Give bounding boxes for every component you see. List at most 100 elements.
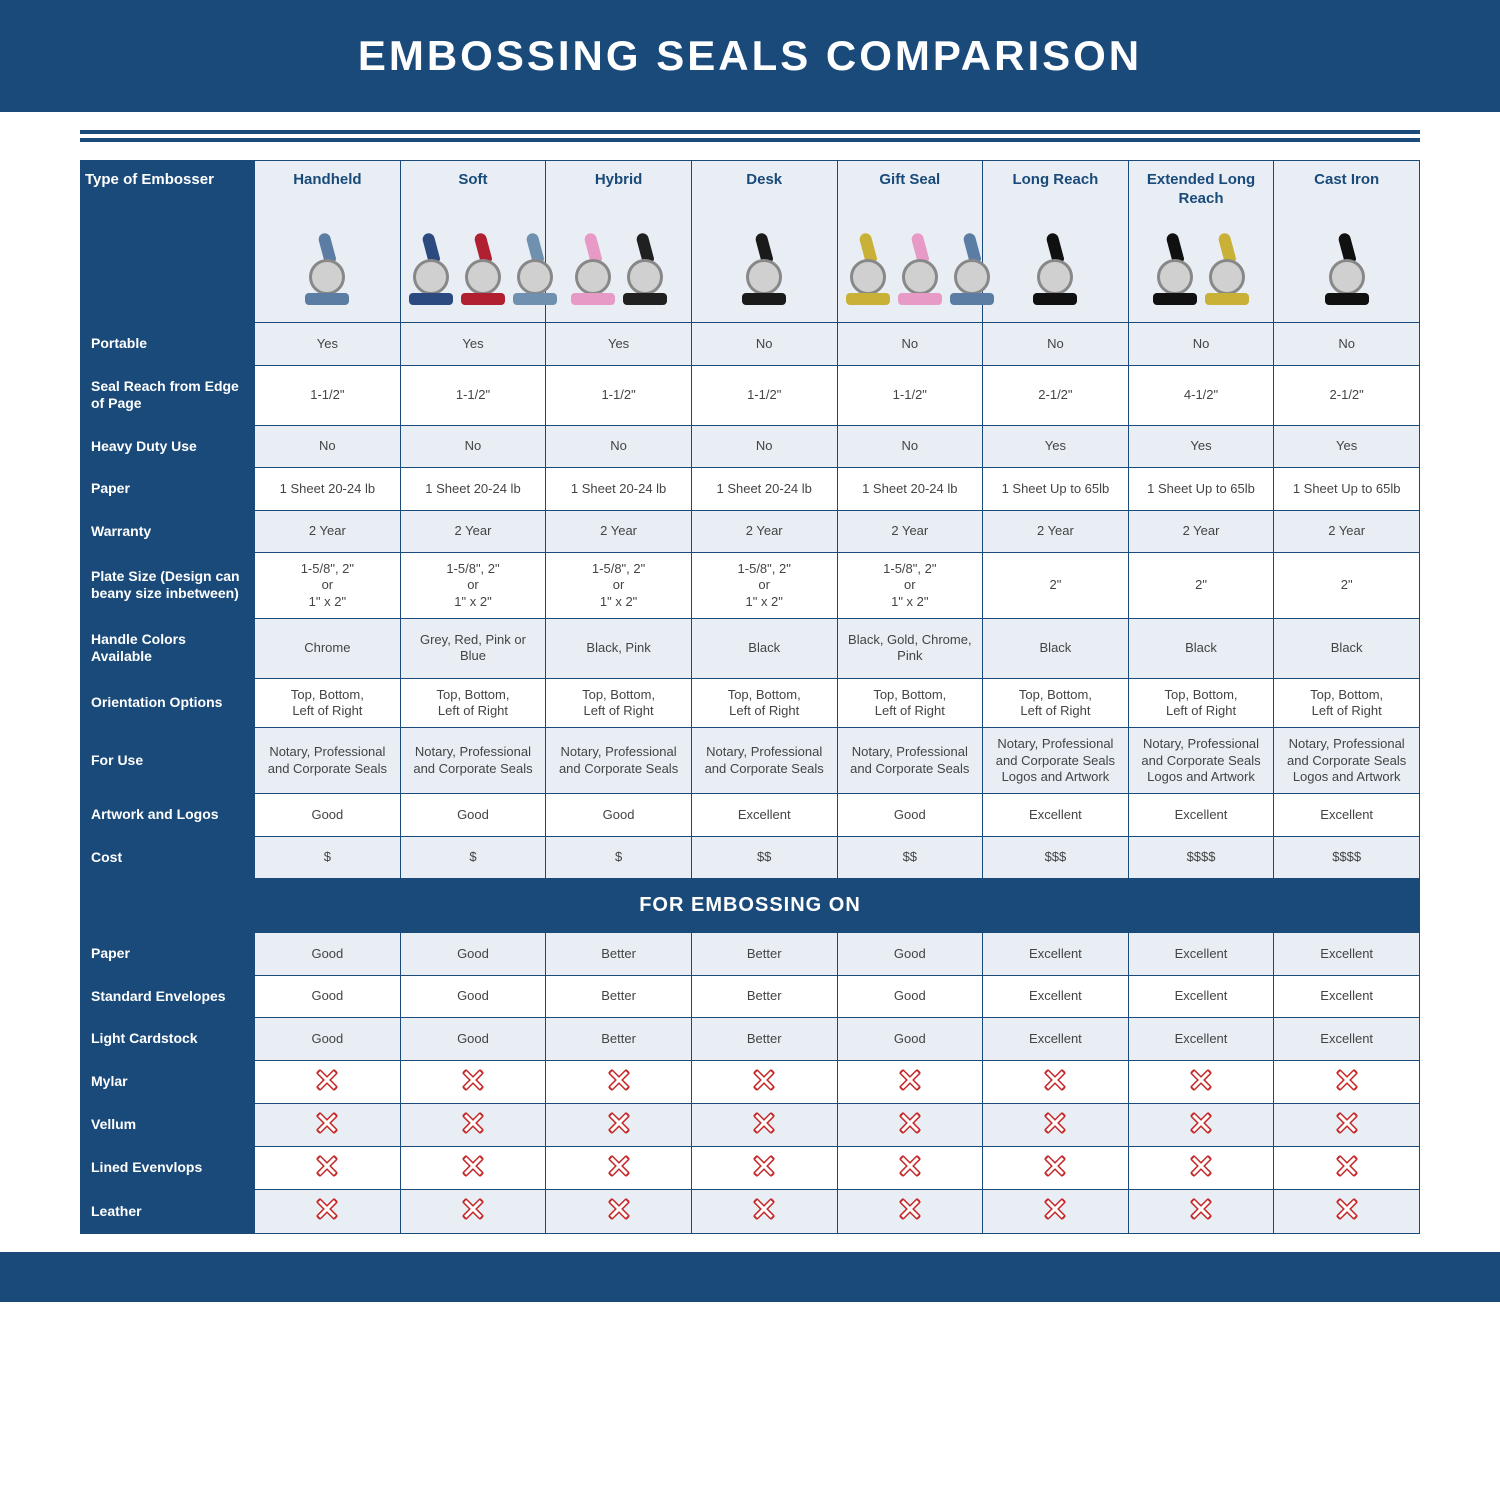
row-label: For Use (81, 728, 255, 794)
cell: Good (400, 933, 546, 976)
not-recommended-icon (1190, 1198, 1212, 1220)
not-recommended-icon (608, 1112, 630, 1134)
cell: 1-5/8", 2" or 1" x 2" (546, 553, 692, 619)
cell: Black (1128, 618, 1274, 678)
cell: Black, Gold, Chrome, Pink (837, 618, 983, 678)
table-row: Lined Evenvlops (81, 1147, 1420, 1190)
cell (546, 1103, 692, 1146)
cell: 1 Sheet 20-24 lb (546, 468, 692, 511)
cell: Notary, Professional and Corporate Seals (546, 728, 692, 794)
not-recommended-icon (316, 1112, 338, 1134)
row-label: Cost (81, 836, 255, 879)
cell: 2" (1274, 553, 1420, 619)
embosser-image (740, 225, 788, 305)
cell: $ (255, 836, 401, 879)
cell: Top, Bottom, Left of Right (1128, 678, 1274, 728)
cell: Better (691, 975, 837, 1018)
not-recommended-icon (1190, 1112, 1212, 1134)
cell: 1 Sheet 20-24 lb (691, 468, 837, 511)
table-row: Light CardstockGoodGoodBetterBetterGoodE… (81, 1018, 1420, 1061)
cell: 1 Sheet 20-24 lb (400, 468, 546, 511)
cell (1128, 1103, 1274, 1146)
cell: Notary, Professional and Corporate Seals (400, 728, 546, 794)
cell: 1-1/2" (546, 365, 692, 425)
row-label: Light Cardstock (81, 1018, 255, 1061)
cell: 2 Year (1128, 510, 1274, 553)
cell (255, 1147, 401, 1190)
cell: Excellent (983, 933, 1129, 976)
cell: No (983, 323, 1129, 366)
cell: 2" (983, 553, 1129, 619)
cell: Notary, Professional and Corporate Seals (691, 728, 837, 794)
not-recommended-icon (1044, 1198, 1066, 1220)
table-row: Handle Colors AvailableChromeGrey, Red, … (81, 618, 1420, 678)
not-recommended-icon (608, 1198, 630, 1220)
table-row: Mylar (81, 1060, 1420, 1103)
cell: No (837, 323, 983, 366)
cell: Top, Bottom, Left of Right (255, 678, 401, 728)
not-recommended-icon (753, 1198, 775, 1220)
cell: $$$$ (1274, 836, 1420, 879)
not-recommended-icon (899, 1069, 921, 1091)
cell: 1-5/8", 2" or 1" x 2" (400, 553, 546, 619)
cell: Good (255, 794, 401, 837)
col-header-long: Long Reach (983, 161, 1129, 213)
not-recommended-icon (1044, 1069, 1066, 1091)
cell (837, 1190, 983, 1233)
cell: No (255, 425, 401, 468)
cell: Excellent (1274, 975, 1420, 1018)
cell (1274, 1147, 1420, 1190)
not-recommended-icon (1190, 1155, 1212, 1177)
cell: Good (837, 975, 983, 1018)
cell: 1-1/2" (691, 365, 837, 425)
cell (400, 1103, 546, 1146)
cell (837, 1147, 983, 1190)
table-row: Paper1 Sheet 20-24 lb1 Sheet 20-24 lb1 S… (81, 468, 1420, 511)
not-recommended-icon (753, 1112, 775, 1134)
cell: Good (255, 1018, 401, 1061)
cell: Excellent (1128, 975, 1274, 1018)
cell: Notary, Professional and Corporate Seals (837, 728, 983, 794)
cell: 1 Sheet 20-24 lb (255, 468, 401, 511)
footer-bar (0, 1252, 1500, 1302)
divider-top (80, 130, 1420, 142)
title-bar: EMBOSSING SEALS COMPARISON (0, 0, 1500, 112)
row-label: Standard Envelopes (81, 975, 255, 1018)
not-recommended-icon (462, 1112, 484, 1134)
embosser-image (303, 225, 351, 305)
cell: No (1274, 323, 1420, 366)
row-label: Mylar (81, 1060, 255, 1103)
cell (546, 1147, 692, 1190)
cell: Excellent (1274, 794, 1420, 837)
cell: 2 Year (837, 510, 983, 553)
row-label: Artwork and Logos (81, 794, 255, 837)
cell: Top, Bottom, Left of Right (400, 678, 546, 728)
cell: Good (255, 933, 401, 976)
embosser-image (407, 225, 559, 305)
cell: 1 Sheet Up to 65lb (983, 468, 1129, 511)
not-recommended-icon (1336, 1198, 1358, 1220)
product-image-gift (837, 213, 983, 323)
cell: Excellent (1274, 933, 1420, 976)
cell: Notary, Professional and Corporate Seals… (983, 728, 1129, 794)
cell: $$ (691, 836, 837, 879)
col-header-handheld: Handheld (255, 161, 401, 213)
cell: Black (1274, 618, 1420, 678)
row-label: Leather (81, 1190, 255, 1233)
cell: Better (691, 1018, 837, 1061)
cell: Excellent (1274, 1018, 1420, 1061)
cell: No (400, 425, 546, 468)
cell (691, 1103, 837, 1146)
cell: Good (400, 794, 546, 837)
cell (983, 1060, 1129, 1103)
cell (691, 1190, 837, 1233)
not-recommended-icon (462, 1069, 484, 1091)
cell: 2" (1128, 553, 1274, 619)
cell: $$ (837, 836, 983, 879)
cell: Yes (255, 323, 401, 366)
cell: No (837, 425, 983, 468)
table-row: PaperGoodGoodBetterBetterGoodExcellentEx… (81, 933, 1420, 976)
row-label: Warranty (81, 510, 255, 553)
cell: 1 Sheet Up to 65lb (1128, 468, 1274, 511)
cell: 4-1/2" (1128, 365, 1274, 425)
